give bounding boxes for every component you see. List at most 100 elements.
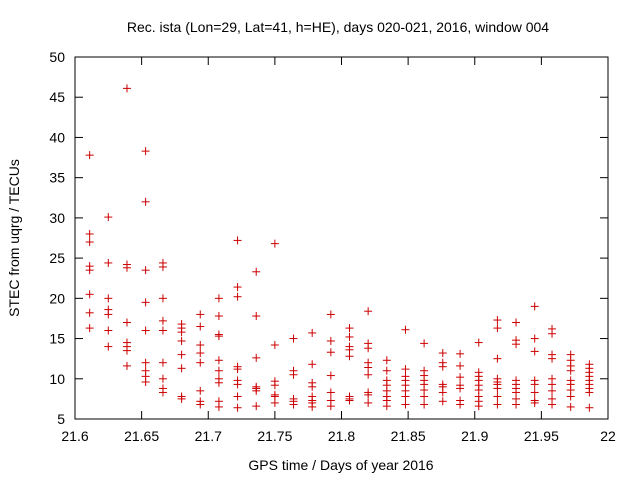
y-tick-label: 45 xyxy=(49,89,65,105)
data-point-plus-marker xyxy=(252,386,261,395)
data-point-plus-marker xyxy=(493,316,502,325)
data-point-plus-marker xyxy=(530,380,539,389)
data-points xyxy=(85,84,594,412)
data-point-plus-marker xyxy=(158,358,167,367)
data-point-plus-marker xyxy=(530,302,539,311)
y-tick-label: 30 xyxy=(49,210,65,226)
data-point-plus-marker xyxy=(85,290,94,299)
data-point-plus-marker xyxy=(233,403,242,412)
data-point-plus-marker xyxy=(326,348,335,357)
x-tick-label: 21.9 xyxy=(461,428,488,444)
data-point-plus-marker xyxy=(85,324,94,333)
data-point-plus-marker xyxy=(196,322,205,331)
data-point-plus-marker xyxy=(308,360,317,369)
y-tick-label: 10 xyxy=(49,371,65,387)
data-point-plus-marker xyxy=(364,307,373,316)
data-point-plus-marker xyxy=(420,392,429,401)
data-point-plus-marker xyxy=(585,388,594,397)
data-point-plus-marker xyxy=(585,403,594,412)
data-point-plus-marker xyxy=(158,388,167,397)
data-point-plus-marker xyxy=(474,402,483,411)
data-point-plus-marker xyxy=(122,346,131,355)
data-point-plus-marker xyxy=(233,283,242,292)
data-point-plus-marker xyxy=(270,381,279,390)
y-tick-label: 40 xyxy=(49,129,65,145)
data-point-plus-marker xyxy=(326,402,335,411)
y-tick-label: 50 xyxy=(49,49,65,65)
data-point-plus-marker xyxy=(214,312,223,321)
data-point-plus-marker xyxy=(512,340,521,349)
data-point-plus-marker xyxy=(270,340,279,349)
data-point-plus-marker xyxy=(364,363,373,372)
data-point-plus-marker xyxy=(85,229,94,238)
data-point-plus-marker xyxy=(158,294,167,303)
data-point-plus-marker xyxy=(122,84,131,93)
x-tick-label: 21.95 xyxy=(524,428,559,444)
data-point-plus-marker xyxy=(438,397,447,406)
plot-frame xyxy=(74,56,609,420)
data-point-plus-marker xyxy=(104,342,113,351)
data-point-plus-marker xyxy=(345,332,354,341)
data-point-plus-marker xyxy=(141,266,150,275)
data-point-plus-marker xyxy=(141,326,150,335)
y-axis-label: STEC from uqrg / TECUs xyxy=(6,159,22,317)
x-tick-label: 21.75 xyxy=(257,428,292,444)
data-point-plus-marker xyxy=(289,334,298,343)
data-point-plus-marker xyxy=(456,349,465,358)
data-point-plus-marker xyxy=(85,308,94,317)
data-point-plus-marker xyxy=(382,356,391,365)
data-point-plus-marker xyxy=(308,382,317,391)
data-point-plus-marker xyxy=(326,336,335,345)
data-point-plus-marker xyxy=(456,361,465,370)
data-point-plus-marker xyxy=(104,310,113,319)
data-point-plus-marker xyxy=(474,338,483,347)
data-point-plus-marker xyxy=(104,258,113,267)
data-point-plus-marker xyxy=(308,402,317,411)
data-point-plus-marker xyxy=(252,353,261,362)
data-point-plus-marker xyxy=(158,326,167,335)
data-point-plus-marker xyxy=(252,402,261,411)
data-point-plus-marker xyxy=(456,373,465,382)
data-point-plus-marker xyxy=(141,358,150,367)
data-point-plus-marker xyxy=(345,352,354,361)
data-point-plus-marker xyxy=(401,400,410,409)
data-point-plus-marker xyxy=(158,374,167,383)
x-tick-label: 21.65 xyxy=(124,428,159,444)
data-point-plus-marker xyxy=(364,344,373,353)
data-point-plus-marker xyxy=(233,380,242,389)
data-point-plus-marker xyxy=(104,213,113,222)
data-point-plus-marker xyxy=(364,370,373,379)
data-point-plus-marker xyxy=(493,354,502,363)
data-point-plus-marker xyxy=(493,384,502,393)
data-point-plus-marker xyxy=(512,400,521,409)
data-point-plus-marker xyxy=(548,329,557,338)
data-point-plus-marker xyxy=(85,266,94,275)
data-point-plus-marker xyxy=(196,358,205,367)
data-point-plus-marker xyxy=(177,336,186,345)
data-point-plus-marker xyxy=(196,386,205,395)
x-tick-label: 21.6 xyxy=(61,428,88,444)
data-point-plus-marker xyxy=(141,298,150,307)
data-point-plus-marker xyxy=(196,310,205,319)
data-point-plus-marker xyxy=(530,388,539,397)
data-point-plus-marker xyxy=(233,365,242,374)
data-point-plus-marker xyxy=(326,388,335,397)
data-point-plus-marker xyxy=(158,262,167,271)
data-point-plus-marker xyxy=(177,364,186,373)
data-point-plus-marker xyxy=(141,197,150,206)
data-point-plus-marker xyxy=(214,366,223,375)
data-point-plus-marker xyxy=(122,263,131,272)
data-point-plus-marker xyxy=(289,370,298,379)
data-point-plus-marker xyxy=(512,318,521,327)
y-tick-label: 35 xyxy=(49,170,65,186)
y-tick-label: 5 xyxy=(57,411,65,427)
data-point-plus-marker xyxy=(401,392,410,401)
x-tick-label: 21.8 xyxy=(328,428,355,444)
data-point-plus-marker xyxy=(270,239,279,248)
data-point-plus-marker xyxy=(104,294,113,303)
data-point-plus-marker xyxy=(566,366,575,375)
data-point-plus-marker xyxy=(456,400,465,409)
data-point-plus-marker xyxy=(456,384,465,393)
data-point-plus-marker xyxy=(233,236,242,245)
